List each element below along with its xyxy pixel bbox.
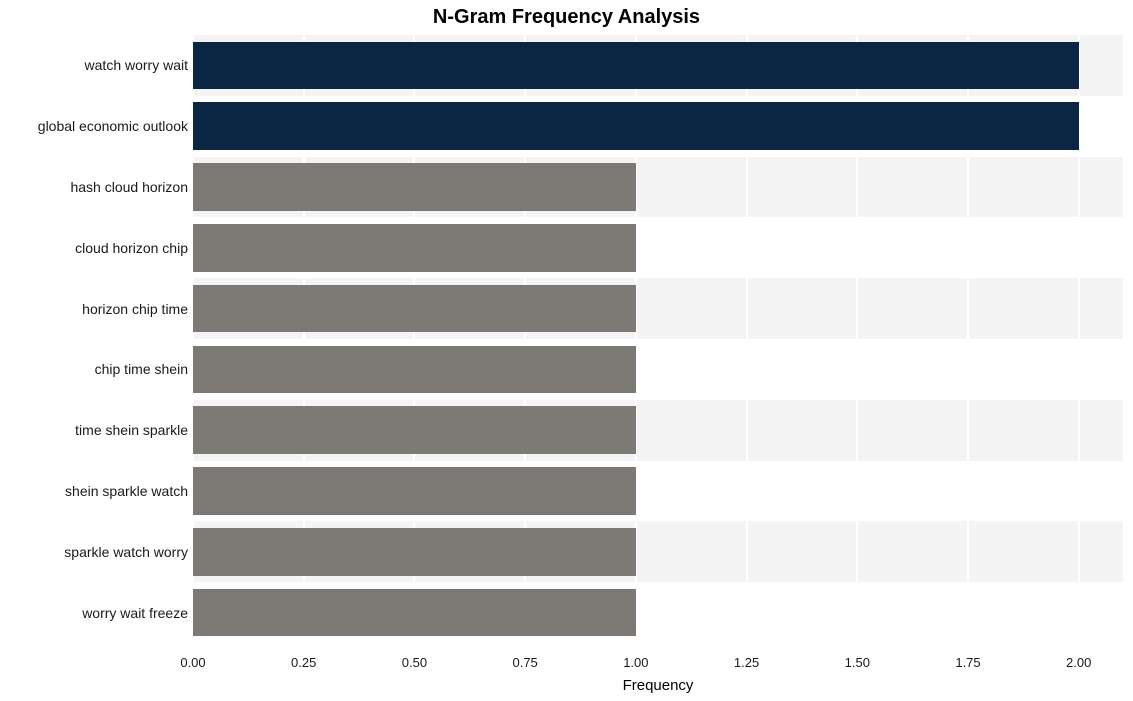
bar (193, 163, 636, 210)
x-axis-tick-label: 1.25 (734, 655, 759, 670)
plot-area (193, 35, 1123, 643)
y-axis-label: cloud horizon chip (75, 240, 188, 256)
x-axis-tick-label: 0.00 (180, 655, 205, 670)
bar (193, 285, 636, 332)
y-axis-label: hash cloud horizon (70, 179, 188, 195)
bar (193, 467, 636, 514)
y-axis-label: global economic outlook (38, 118, 188, 134)
x-axis-tick-label: 1.50 (845, 655, 870, 670)
chart-title: N-Gram Frequency Analysis (0, 6, 1133, 29)
bar (193, 346, 636, 393)
bar (193, 102, 1079, 149)
y-axis-label: shein sparkle watch (65, 483, 188, 499)
x-axis-title: Frequency (193, 677, 1123, 694)
x-axis-tick-label: 0.50 (402, 655, 427, 670)
y-axis-labels: watch worry wait global economic outlook h… (0, 35, 188, 643)
bar (193, 406, 636, 453)
bar (193, 224, 636, 271)
bar (193, 589, 636, 636)
x-axis-tick-label: 1.75 (955, 655, 980, 670)
y-axis-label: worry wait freeze (82, 605, 188, 621)
y-axis-label: horizon chip time (82, 301, 188, 317)
y-axis-label: watch worry wait (85, 57, 188, 73)
y-axis-label: time shein sparkle (75, 422, 188, 438)
y-axis-label: chip time shein (95, 361, 188, 377)
x-axis-tick-label: 1.00 (623, 655, 648, 670)
x-axis-tick-label: 2.00 (1066, 655, 1091, 670)
x-axis-tick-label: 0.25 (291, 655, 316, 670)
x-axis-ticks: 0.000.250.500.751.001.251.501.752.00 (193, 655, 1123, 675)
bar (193, 528, 636, 575)
ngram-frequency-chart: N-Gram Frequency Analysis watch worry wa… (0, 0, 1133, 701)
bar (193, 42, 1079, 89)
y-axis-label: sparkle watch worry (64, 544, 188, 560)
x-axis-tick-label: 0.75 (512, 655, 537, 670)
bars-layer (193, 35, 1123, 643)
